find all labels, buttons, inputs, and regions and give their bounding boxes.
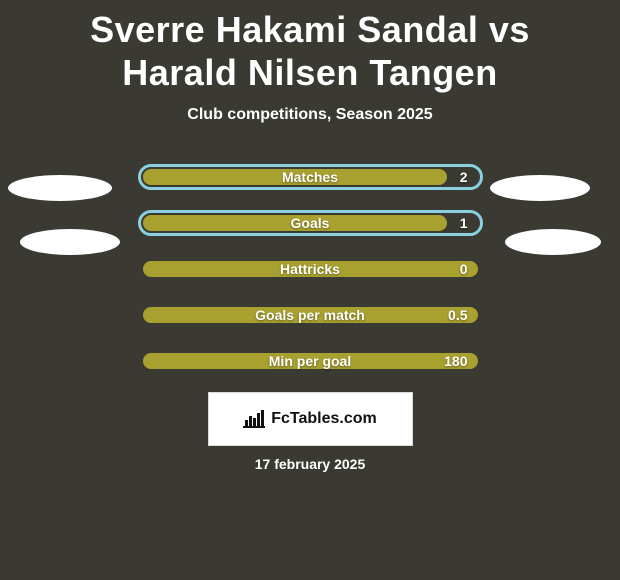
bar-track: Hattricks 0 bbox=[138, 256, 483, 282]
bar-track: Matches 2 bbox=[138, 164, 483, 190]
bar-label: Goals bbox=[291, 213, 330, 233]
decor-ellipse-2 bbox=[490, 175, 590, 201]
bar-track: Min per goal 180 bbox=[138, 348, 483, 374]
decor-ellipse-3 bbox=[20, 229, 120, 255]
bar-label: Min per goal bbox=[269, 351, 351, 371]
bar-value: 0.5 bbox=[448, 305, 467, 325]
footer-logo-box: FcTables.com bbox=[208, 392, 413, 446]
stat-bar: Goals 1 bbox=[138, 210, 483, 236]
footer-logo-text: FcTables.com bbox=[271, 410, 377, 428]
subtitle: Club competitions, Season 2025 bbox=[0, 106, 620, 124]
stat-bar: Matches 2 bbox=[138, 164, 483, 190]
bar-chart-icon bbox=[243, 410, 265, 428]
bar-label: Matches bbox=[282, 167, 338, 187]
bar-label: Goals per match bbox=[255, 305, 365, 325]
decor-ellipse-4 bbox=[505, 229, 601, 255]
footer-inner: FcTables.com bbox=[243, 410, 377, 428]
bar-value: 180 bbox=[444, 351, 467, 371]
date: 17 february 2025 bbox=[0, 456, 620, 472]
stat-bar: Min per goal 180 bbox=[138, 348, 483, 374]
page-title: Sverre Hakami Sandal vs Harald Nilsen Ta… bbox=[0, 0, 620, 94]
bar-label: Hattricks bbox=[280, 259, 340, 279]
bar-value: 0 bbox=[460, 259, 468, 279]
bar-value: 2 bbox=[460, 167, 468, 187]
stat-bar: Hattricks 0 bbox=[138, 256, 483, 282]
bar-track: Goals 1 bbox=[138, 210, 483, 236]
decor-ellipse-1 bbox=[8, 175, 112, 201]
bar-track: Goals per match 0.5 bbox=[138, 302, 483, 328]
bar-value: 1 bbox=[460, 213, 468, 233]
comparison-infographic: Sverre Hakami Sandal vs Harald Nilsen Ta… bbox=[0, 0, 620, 580]
stat-bar: Goals per match 0.5 bbox=[138, 302, 483, 328]
